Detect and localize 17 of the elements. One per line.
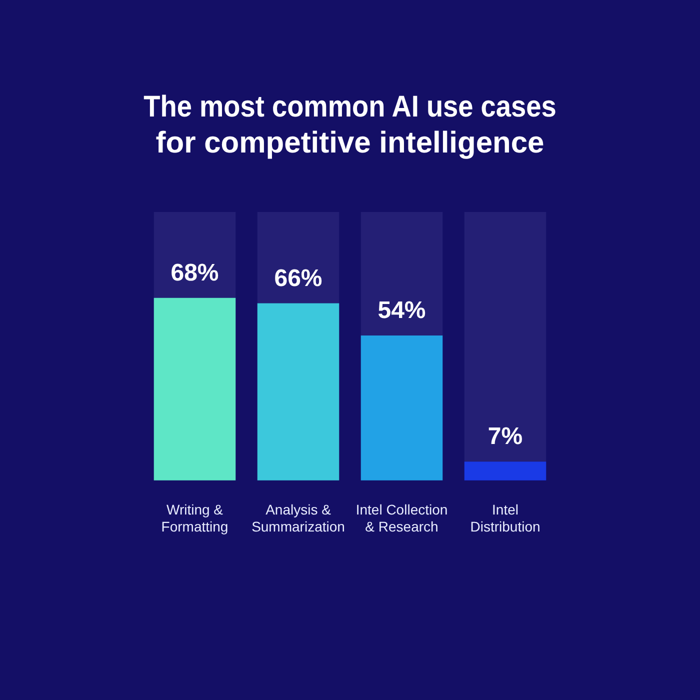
data-label: 68% [170,260,219,287]
data-label: 7% [488,423,523,450]
data-label: 66% [274,264,322,292]
bar [154,298,236,480]
x-tick-label: Analysis & Summarization [252,502,345,534]
bar [360,335,443,480]
x-tick-label: Writing & Formatting [161,502,228,534]
x-tick-label: Intel Distribution [470,502,540,534]
data-label: 54% [378,297,426,324]
x-tick-label: Intel Collection & Research [356,502,448,534]
chart-title: The most common AI use cases for competitive intelligence [144,90,556,160]
bar [464,462,546,480]
bar [257,212,340,304]
bar [257,303,340,480]
bar [154,212,236,298]
bar [464,212,546,462]
bar [360,212,443,336]
